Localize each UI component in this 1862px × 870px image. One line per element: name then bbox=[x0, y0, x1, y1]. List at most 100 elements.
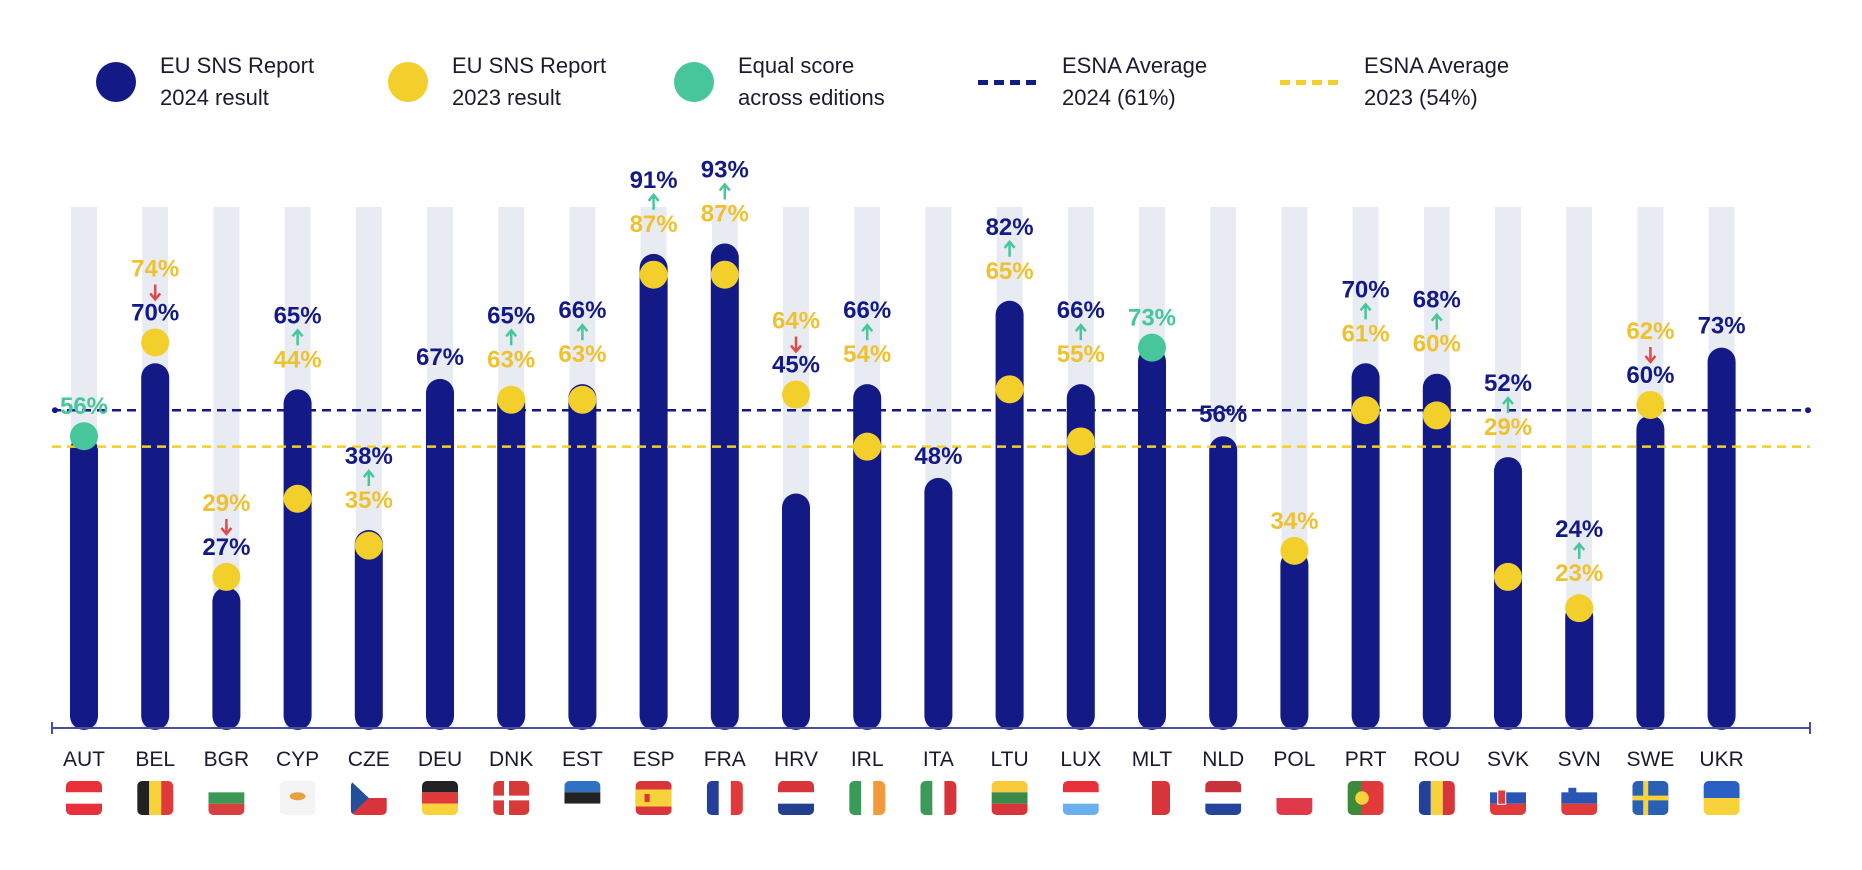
arrow-down-icon bbox=[220, 518, 233, 536]
bar-bgr bbox=[212, 587, 241, 730]
value-label-2024: 68% bbox=[1413, 287, 1461, 314]
flag-part bbox=[1442, 781, 1455, 815]
legend-item-avg-2024: ESNA Average 2024 (61%) bbox=[978, 50, 1207, 114]
flag-part bbox=[861, 781, 874, 815]
flag-bgr-icon bbox=[208, 781, 245, 815]
flag-svn-icon bbox=[1561, 781, 1598, 815]
flag-body bbox=[991, 781, 1028, 815]
arrow-head bbox=[291, 328, 304, 338]
arrow-head bbox=[1074, 323, 1087, 332]
flag-body bbox=[1561, 781, 1598, 815]
flag-body bbox=[208, 781, 245, 815]
flag-part bbox=[778, 803, 814, 815]
category-label: DNK bbox=[489, 748, 533, 771]
category-label: DEU bbox=[418, 748, 462, 771]
category-label: SVN bbox=[1558, 748, 1601, 771]
category-label: POL bbox=[1273, 748, 1315, 771]
bar-ltu bbox=[995, 300, 1024, 730]
value-label-2024: 65% bbox=[274, 302, 322, 329]
dot-2023 bbox=[639, 260, 668, 289]
category-label: LTU bbox=[991, 748, 1029, 771]
flag-part bbox=[644, 793, 650, 803]
yellow-dashed-line-icon bbox=[1280, 79, 1338, 85]
flag-ita-icon bbox=[920, 781, 957, 815]
value-label-2023: 63% bbox=[558, 341, 606, 368]
flag-part bbox=[1062, 792, 1099, 804]
value-label-2023: 60% bbox=[1413, 331, 1461, 358]
dot-2023 bbox=[1280, 536, 1309, 565]
value-label-2023: 29% bbox=[202, 490, 250, 517]
arrow-up-icon bbox=[1074, 323, 1087, 341]
flag-body bbox=[493, 781, 530, 815]
flag-part bbox=[1276, 781, 1313, 798]
arrow-head bbox=[220, 527, 233, 536]
value-label-2024: 66% bbox=[1057, 297, 1105, 324]
flag-cze-icon bbox=[350, 781, 387, 815]
flag-part bbox=[208, 792, 245, 804]
category-label: MLT bbox=[1132, 748, 1173, 771]
flag-esp-icon bbox=[635, 781, 672, 815]
flag-body bbox=[279, 781, 316, 815]
flag-fra-icon bbox=[706, 781, 743, 815]
arrow-head bbox=[790, 344, 802, 354]
flag-body bbox=[1347, 781, 1384, 815]
value-label-2023: 61% bbox=[1342, 320, 1390, 347]
value-label-2024: 73% bbox=[1698, 313, 1746, 340]
average-line-start bbox=[52, 407, 58, 414]
flag-part bbox=[422, 803, 458, 815]
bar-cze bbox=[354, 530, 383, 730]
flag-part bbox=[778, 792, 814, 804]
value-label-2024: 66% bbox=[558, 297, 606, 324]
dot-2023 bbox=[141, 328, 170, 357]
flag-part bbox=[1561, 781, 1598, 793]
value-label-2023: 87% bbox=[630, 211, 678, 238]
flag-part bbox=[66, 792, 102, 804]
category-label: BEL bbox=[135, 748, 175, 771]
flag-part bbox=[1347, 781, 1362, 815]
bar-svk bbox=[1494, 457, 1522, 730]
dot-2023 bbox=[212, 562, 241, 591]
flag-part bbox=[422, 781, 458, 793]
category-label: FRA bbox=[704, 748, 746, 771]
category-label: SWE bbox=[1626, 748, 1674, 771]
flag-part bbox=[920, 781, 933, 815]
dot-2023 bbox=[1066, 427, 1095, 456]
value-label-2023: 34% bbox=[1270, 508, 1318, 535]
bar-dnk bbox=[497, 389, 526, 730]
flag-part bbox=[1490, 803, 1526, 815]
dot-2023 bbox=[1351, 396, 1380, 425]
value-label-2024: 45% bbox=[772, 352, 820, 379]
flag-part bbox=[1418, 781, 1431, 815]
dot-2023 bbox=[354, 531, 383, 560]
value-label-2023: 62% bbox=[1626, 318, 1674, 345]
flag-part bbox=[932, 781, 945, 815]
category-label: PRT bbox=[1345, 748, 1387, 771]
flag-lux-icon bbox=[1062, 781, 1099, 815]
flag-body bbox=[1418, 781, 1455, 815]
category-label: IRL bbox=[851, 748, 884, 771]
arrow-head bbox=[1573, 542, 1586, 551]
value-label-2023: 29% bbox=[1484, 414, 1532, 441]
category-label: ROU bbox=[1413, 748, 1460, 771]
value-label-2024: 60% bbox=[1626, 362, 1674, 389]
flag-body bbox=[350, 781, 387, 815]
flag-nld-icon bbox=[1205, 781, 1242, 815]
legend-item-2023: EU SNS Report 2023 result bbox=[388, 50, 606, 114]
category-label: CZE bbox=[348, 748, 390, 771]
flag-part bbox=[635, 789, 672, 807]
flag-part bbox=[564, 781, 601, 793]
value-label-2024: 66% bbox=[843, 297, 891, 324]
flag-body bbox=[422, 781, 458, 815]
flag-part bbox=[718, 781, 731, 815]
value-label-2023: 63% bbox=[487, 346, 535, 373]
bar-hrv bbox=[782, 493, 810, 730]
value-label-2023: 54% bbox=[843, 341, 891, 368]
value-label-2024: 52% bbox=[1484, 370, 1532, 397]
flag-part bbox=[1561, 803, 1598, 815]
arrow-head bbox=[576, 323, 589, 332]
arrow-up-icon bbox=[861, 323, 874, 341]
value-label-2023: 44% bbox=[274, 346, 322, 373]
bar-est bbox=[568, 384, 597, 730]
flag-pol-icon bbox=[1276, 781, 1313, 815]
arrow-head bbox=[1502, 396, 1514, 405]
